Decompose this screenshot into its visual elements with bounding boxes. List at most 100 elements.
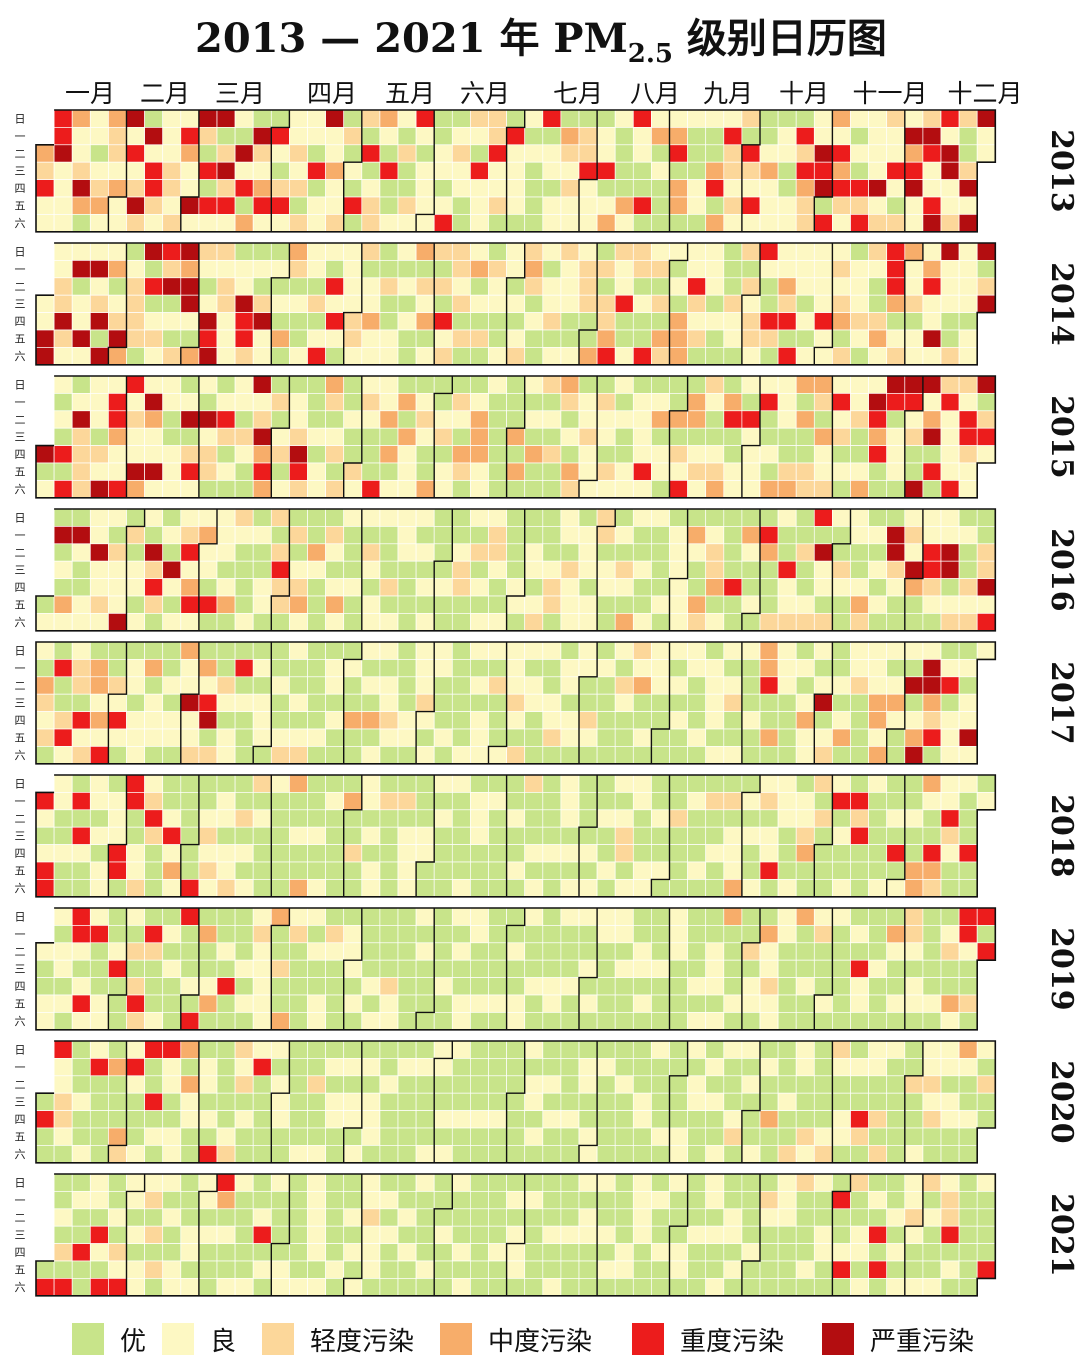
day-cell xyxy=(850,277,869,296)
day-cell xyxy=(705,109,725,128)
day-cell xyxy=(777,462,797,481)
day-cell xyxy=(922,1110,942,1129)
day-cell xyxy=(180,294,200,313)
month-boundary xyxy=(505,908,526,1030)
day-cell xyxy=(832,641,851,660)
day-cell xyxy=(596,1040,616,1059)
day-cell xyxy=(361,329,381,348)
day-cell xyxy=(651,879,670,898)
day-cell xyxy=(632,879,652,898)
day-cell xyxy=(632,329,652,348)
day-cell xyxy=(144,746,164,765)
day-cell xyxy=(651,1260,670,1279)
day-cell xyxy=(976,1058,996,1077)
day-cell xyxy=(379,659,399,678)
day-cell xyxy=(144,595,164,614)
day-cell xyxy=(922,214,942,233)
day-cell xyxy=(886,312,906,331)
day-cell xyxy=(108,1278,127,1297)
day-cell xyxy=(343,1012,363,1031)
day-cell xyxy=(868,161,888,180)
day-cell xyxy=(741,907,761,926)
day-cell xyxy=(325,792,345,811)
day-cell xyxy=(433,1191,453,1210)
day-cell xyxy=(180,826,200,845)
day-cell xyxy=(777,1040,797,1059)
day-cell xyxy=(379,879,399,898)
day-cell xyxy=(379,347,399,366)
day-cell xyxy=(270,826,290,845)
day-cell xyxy=(687,746,707,765)
day-cell xyxy=(705,144,725,163)
day-cell xyxy=(270,1075,290,1094)
day-cell xyxy=(777,196,797,215)
day-cell xyxy=(976,109,996,128)
day-cell xyxy=(578,746,598,765)
day-cell xyxy=(289,844,308,863)
day-cell xyxy=(524,508,544,527)
day-cell xyxy=(850,294,869,313)
day-cell xyxy=(850,879,869,898)
day-cell xyxy=(542,294,562,313)
day-cell xyxy=(705,214,725,233)
weekday-label: 三 xyxy=(15,564,26,577)
day-cell xyxy=(940,1092,960,1111)
day-cell xyxy=(397,329,417,348)
day-cell xyxy=(415,595,435,614)
day-cell xyxy=(669,809,688,828)
day-cell xyxy=(886,959,906,978)
day-cell xyxy=(451,196,471,215)
day-cell xyxy=(397,959,417,978)
day-cell xyxy=(433,1278,453,1297)
month-boundary xyxy=(668,243,689,365)
day-cell xyxy=(904,1278,924,1297)
day-cell xyxy=(669,925,688,944)
day-cell xyxy=(777,242,797,261)
day-cell xyxy=(524,1191,544,1210)
day-cell xyxy=(958,1225,978,1244)
day-cell xyxy=(289,676,308,695)
day-cell xyxy=(397,375,417,394)
day-cell xyxy=(795,1260,815,1279)
day-cell xyxy=(669,907,688,926)
day-cell xyxy=(614,711,634,730)
day-cell xyxy=(89,179,109,198)
day-cell xyxy=(614,144,634,163)
day-cell xyxy=(162,809,182,828)
day-cell xyxy=(343,144,363,163)
day-cell xyxy=(777,792,797,811)
day-cell xyxy=(904,942,924,961)
day-cell xyxy=(506,277,526,296)
day-cell xyxy=(234,1145,254,1164)
day-cell xyxy=(886,1208,906,1227)
day-cell xyxy=(379,445,399,464)
day-cell xyxy=(71,294,91,313)
day-cell xyxy=(451,711,471,730)
day-cell xyxy=(795,560,815,579)
day-cell xyxy=(741,826,761,845)
day-cell xyxy=(289,578,308,597)
day-cell xyxy=(126,879,145,898)
day-cell xyxy=(180,659,200,678)
day-cell xyxy=(451,214,471,233)
day-cell xyxy=(35,1110,55,1129)
day-cell xyxy=(759,595,779,614)
day-cell xyxy=(940,445,960,464)
day-cell xyxy=(850,994,869,1013)
day-cell xyxy=(144,410,164,429)
day-cell xyxy=(162,1191,182,1210)
day-cell xyxy=(904,329,924,348)
day-cell xyxy=(958,994,978,1013)
day-cell xyxy=(35,144,55,163)
day-cell xyxy=(289,410,308,429)
day-cell xyxy=(53,127,73,146)
day-cell xyxy=(560,1278,580,1297)
day-cell xyxy=(289,260,308,279)
weekday-label: 四 xyxy=(15,448,26,461)
day-cell xyxy=(651,508,670,527)
day-cell xyxy=(669,959,688,978)
day-cell xyxy=(777,1075,797,1094)
day-cell xyxy=(397,746,417,765)
day-cell xyxy=(759,127,779,146)
day-cell xyxy=(922,1243,942,1262)
